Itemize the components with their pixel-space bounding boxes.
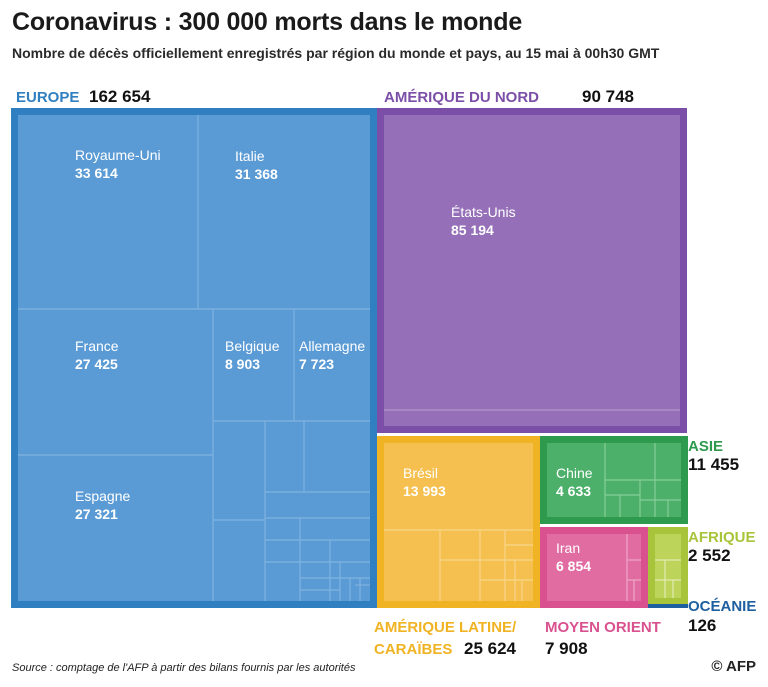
country-value-italie: 31 368 <box>235 166 278 182</box>
country-label-br-sil: Brésil <box>403 465 438 481</box>
country-value-royaume-uni: 33 614 <box>75 165 118 181</box>
country-label-royaume-uni: Royaume-Uni <box>75 147 161 163</box>
country-label-belgique: Belgique <box>225 338 280 354</box>
region-value-north-america: 90 748 <box>582 87 634 106</box>
chart-subtitle: Nombre de décès officiellement enregistr… <box>12 45 660 61</box>
region-fill-africa <box>655 534 681 598</box>
country-value-iran: 6 854 <box>556 558 591 574</box>
region-fill-middle-east <box>547 534 641 601</box>
region-label-latin-america-line2: CARAÏBES <box>374 641 453 658</box>
region-label-europe: EUROPE <box>16 89 80 106</box>
country-label-allemagne: Allemagne <box>299 338 365 354</box>
region-label-africa: AFRIQUE <box>688 529 756 546</box>
region-label-asia: ASIE <box>688 438 724 455</box>
region-label-middle-east: MOYEN ORIENT <box>545 619 661 636</box>
chart-title: Coronavirus : 300 000 morts dans le mond… <box>12 8 523 36</box>
region-value-asia: 11 455 <box>688 455 740 474</box>
country-label-france: France <box>75 338 119 354</box>
region-fill-latin-america <box>384 443 533 601</box>
afp-credit: © AFP <box>711 658 756 675</box>
region-label-latin-america-line1: AMÉRIQUE LATINE/ <box>374 619 517 636</box>
region-border-oceania <box>648 604 688 608</box>
region-value-africa: 2 552 <box>688 546 731 565</box>
country-value-france: 27 425 <box>75 356 118 372</box>
country-label-iran: Iran <box>556 540 580 556</box>
country-label-chine: Chine <box>556 465 593 481</box>
country-value-allemagne: 7 723 <box>299 356 334 372</box>
region-fill-europe <box>18 115 370 601</box>
country-value--tats-unis: 85 194 <box>451 222 494 238</box>
region-fill-north-america <box>384 115 680 426</box>
region-value-latin-america: 25 624 <box>464 639 516 658</box>
country-label-italie: Italie <box>235 148 265 164</box>
region-value-europe: 162 654 <box>89 87 151 106</box>
region-value-oceania: 126 <box>688 616 717 635</box>
country-label--tats-unis: États-Unis <box>451 204 516 220</box>
region-label-north-america: AMÉRIQUE DU NORD <box>384 89 540 106</box>
country-value-espagne: 27 321 <box>75 506 118 522</box>
region-label-oceania: OCÉANIE <box>688 598 757 615</box>
country-value-belgique: 8 903 <box>225 356 260 372</box>
country-value-chine: 4 633 <box>556 483 591 499</box>
source-note: Source : comptage de l'AFP à partir des … <box>12 662 356 674</box>
country-label-espagne: Espagne <box>75 488 130 504</box>
country-value-br-sil: 13 993 <box>403 483 446 499</box>
region-value-middle-east: 7 908 <box>545 639 588 658</box>
